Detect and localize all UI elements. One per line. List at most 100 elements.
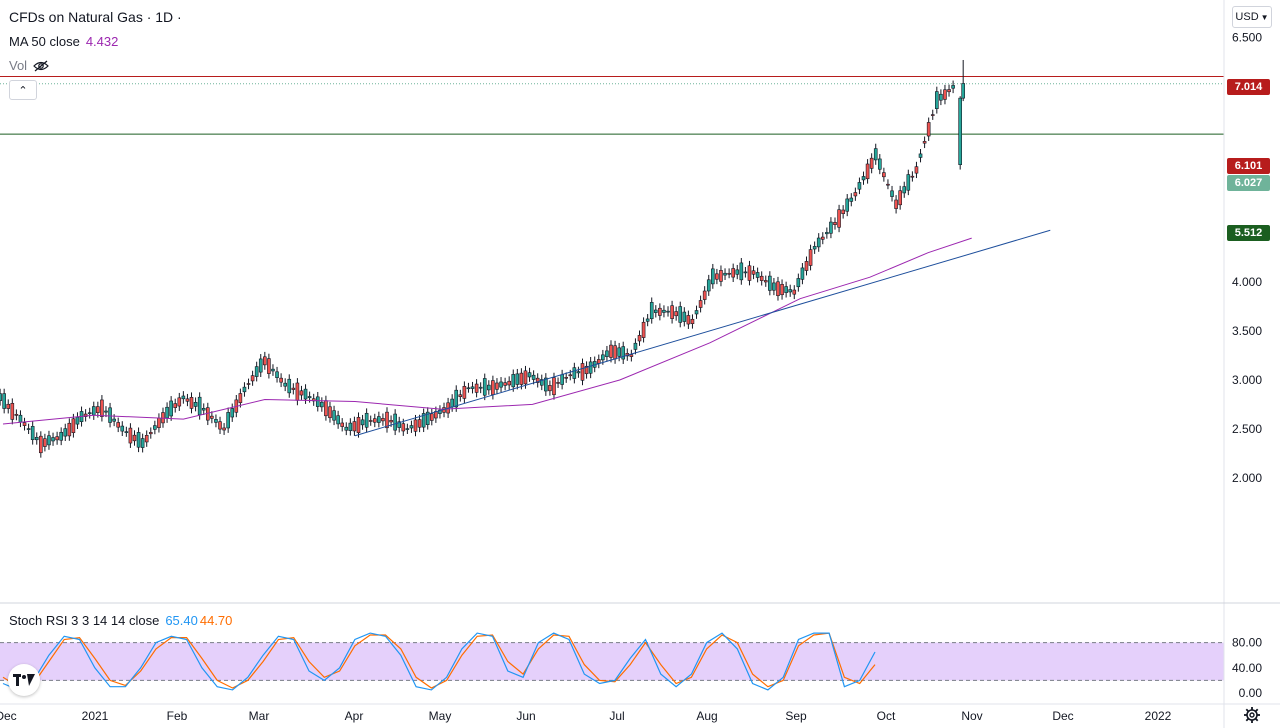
candle-body bbox=[511, 374, 516, 388]
candle-body bbox=[193, 402, 198, 407]
candle-body bbox=[104, 410, 108, 413]
candle-body bbox=[666, 310, 670, 313]
candle-body bbox=[315, 396, 320, 407]
candle-body bbox=[670, 305, 674, 319]
candle-body bbox=[377, 416, 381, 423]
time-tick-label: Feb bbox=[167, 709, 188, 723]
symbol-title[interactable]: CFDs on Natural Gas · 1D · bbox=[9, 9, 182, 25]
candle-body bbox=[409, 425, 414, 429]
price-tick-label: 3.000 bbox=[1232, 373, 1262, 387]
settings-gear-icon[interactable] bbox=[1243, 706, 1261, 724]
candle-body bbox=[759, 275, 764, 281]
candle-body bbox=[246, 383, 251, 385]
candle-body bbox=[421, 413, 426, 428]
candle-body bbox=[715, 273, 719, 280]
candle-body bbox=[136, 432, 141, 448]
candle-body bbox=[487, 384, 491, 391]
candle-body bbox=[250, 375, 255, 382]
candle-body bbox=[601, 354, 605, 361]
candle-body bbox=[108, 407, 112, 423]
stoch-band bbox=[0, 642, 1224, 681]
horizontal-levels[interactable] bbox=[0, 0, 1224, 135]
candle-body bbox=[47, 435, 51, 446]
candle-body bbox=[26, 428, 31, 430]
candle-body bbox=[649, 302, 654, 320]
candle-body bbox=[763, 280, 768, 283]
candle-body bbox=[780, 284, 784, 296]
candle-body bbox=[157, 417, 161, 428]
candle-body bbox=[641, 321, 646, 338]
candle-body bbox=[926, 122, 931, 137]
time-tick-label: Oct bbox=[877, 709, 896, 723]
candle-body bbox=[515, 373, 520, 385]
candle-body bbox=[633, 342, 638, 350]
candle-body bbox=[580, 363, 585, 381]
candle-body bbox=[132, 434, 137, 442]
candle-body bbox=[719, 270, 723, 282]
candle-body bbox=[527, 372, 532, 378]
chevron-up-icon: ⌃ bbox=[18, 84, 28, 97]
candle-body bbox=[772, 282, 776, 291]
candle-body bbox=[360, 419, 365, 426]
candle-body bbox=[87, 412, 92, 414]
candle-body bbox=[865, 163, 870, 180]
time-tick-label: Dec bbox=[1052, 709, 1073, 723]
candle-body bbox=[943, 89, 947, 100]
candle-body bbox=[397, 421, 402, 428]
candle-body bbox=[185, 398, 190, 402]
candle-body bbox=[218, 421, 222, 430]
candle-body bbox=[425, 411, 430, 425]
candle-body bbox=[153, 425, 157, 430]
candle-body bbox=[768, 275, 772, 291]
candle-body bbox=[816, 237, 821, 248]
candle-body bbox=[698, 300, 703, 308]
candle-body bbox=[906, 174, 911, 191]
candle-body bbox=[368, 420, 373, 422]
candle-body bbox=[800, 267, 805, 280]
candle-body bbox=[91, 406, 96, 416]
candle-body bbox=[320, 401, 324, 408]
candle-body bbox=[890, 190, 894, 197]
candle-body bbox=[340, 422, 345, 427]
candle-body bbox=[222, 427, 226, 431]
candle-body bbox=[653, 309, 658, 313]
tradingview-logo[interactable] bbox=[8, 664, 40, 696]
candle-body bbox=[523, 370, 528, 385]
candle-body bbox=[18, 414, 23, 423]
candle-body bbox=[751, 270, 756, 275]
candle-body bbox=[877, 158, 882, 170]
ma-value: 4.432 bbox=[85, 34, 119, 49]
candle-body bbox=[263, 356, 267, 366]
time-tick-label: Dec bbox=[0, 709, 17, 723]
candle-body bbox=[572, 367, 577, 379]
candle-body bbox=[812, 246, 817, 250]
chevron-down-icon: ▼ bbox=[1260, 12, 1269, 22]
trendline[interactable] bbox=[354, 229, 1051, 437]
candle-body bbox=[894, 199, 898, 209]
stoch-k-value: 65.40 bbox=[165, 613, 198, 628]
candle-body bbox=[356, 417, 361, 434]
candle-body bbox=[230, 408, 235, 418]
eye-hidden-icon[interactable] bbox=[33, 60, 49, 72]
candle-body bbox=[324, 400, 328, 417]
candle-body bbox=[258, 358, 263, 373]
stoch-legend[interactable]: Stoch RSI 3 3 14 14 close 65.40 44.70 bbox=[9, 613, 232, 628]
candle-body bbox=[743, 271, 748, 274]
candle-body bbox=[393, 413, 397, 431]
vol-legend[interactable]: Vol bbox=[9, 58, 49, 73]
candle-body bbox=[845, 198, 850, 212]
collapse-legend-button[interactable]: ⌃ bbox=[9, 80, 37, 100]
candle-body bbox=[372, 418, 377, 423]
ma-legend[interactable]: MA 50 close 4.432 bbox=[9, 34, 118, 49]
currency-selector[interactable]: USD ▼ bbox=[1232, 6, 1272, 28]
candle-body bbox=[287, 378, 292, 394]
candle-body bbox=[829, 221, 833, 234]
candle-body bbox=[210, 415, 214, 419]
candle-body bbox=[674, 311, 678, 317]
candle-body bbox=[478, 386, 483, 389]
candle-body bbox=[605, 350, 609, 358]
candle-body bbox=[499, 381, 503, 388]
candle-body bbox=[275, 371, 279, 378]
